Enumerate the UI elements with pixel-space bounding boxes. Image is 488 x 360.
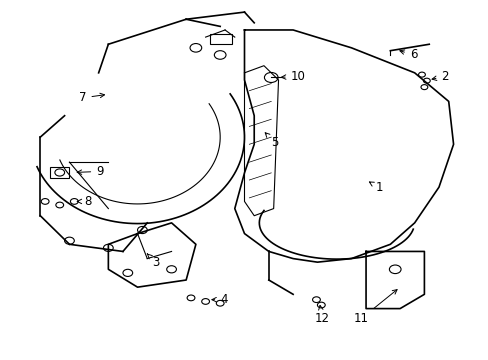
Text: 10: 10 [281, 70, 305, 83]
Text: 8: 8 [77, 195, 91, 208]
Text: 12: 12 [314, 305, 329, 325]
Text: 2: 2 [431, 70, 448, 83]
Text: 3: 3 [147, 254, 159, 269]
Text: 6: 6 [399, 49, 416, 62]
Text: 9: 9 [77, 165, 103, 178]
Text: 7: 7 [79, 91, 104, 104]
Text: 1: 1 [368, 181, 383, 194]
Text: 4: 4 [211, 293, 227, 306]
Text: 5: 5 [264, 133, 278, 149]
Text: 11: 11 [353, 289, 396, 325]
